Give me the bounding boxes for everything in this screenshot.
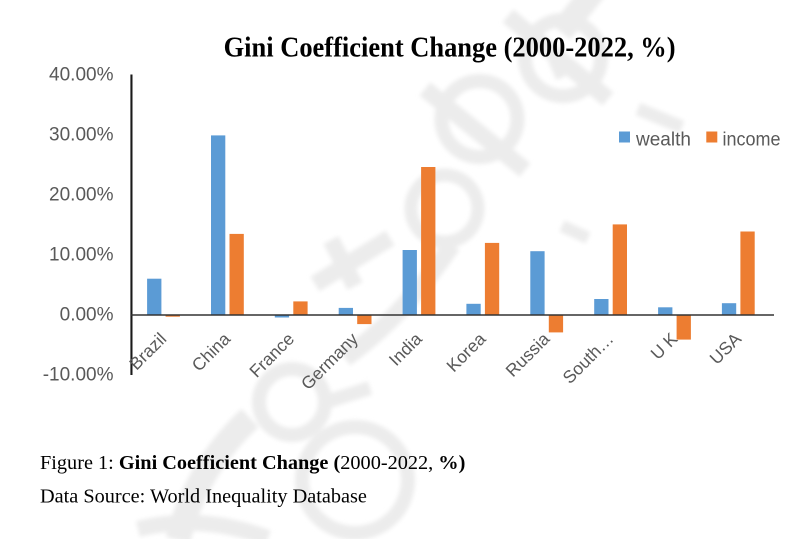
svg-text:Gini Coefficient Change (2000-: Gini Coefficient Change (2000-2022, %) <box>224 32 676 63</box>
svg-text:0.00%: 0.00% <box>60 305 114 326</box>
svg-text:20.00%: 20.00% <box>49 185 114 206</box>
svg-text:wealth: wealth <box>635 129 691 150</box>
svg-text:Figure 1: Gini Coefficient Cha: Figure 1: Gini Coefficient Change (2000-… <box>40 452 465 474</box>
svg-text:income: income <box>723 129 781 150</box>
svg-text:-10.00%: -10.00% <box>43 365 114 386</box>
svg-text:40.00%: 40.00% <box>49 65 114 86</box>
svg-text:Data Source: World Inequality: Data Source: World Inequality Database <box>40 485 367 507</box>
svg-text:30.00%: 30.00% <box>49 125 114 146</box>
svg-text:10.00%: 10.00% <box>49 245 114 266</box>
